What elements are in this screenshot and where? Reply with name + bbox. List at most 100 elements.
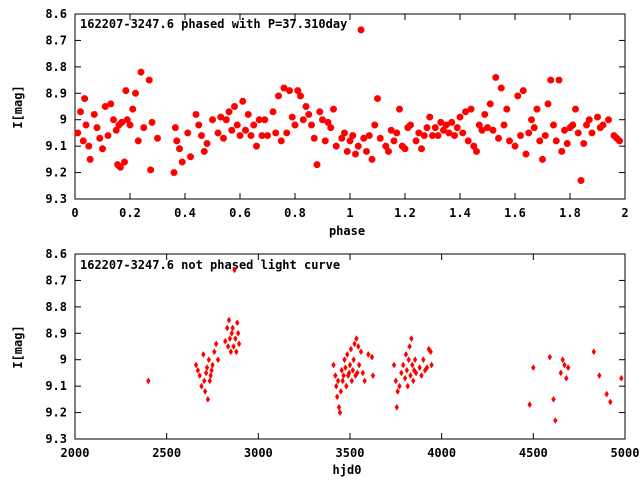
unphased-data-point (345, 350, 350, 358)
unphased-data-point (350, 366, 355, 374)
unphased-data-point (346, 369, 352, 377)
phased-data-point (283, 129, 291, 137)
phased-data-point (407, 121, 414, 129)
phased-data-point (423, 124, 431, 132)
unphased-data-point (236, 340, 242, 348)
phased-data-point (220, 134, 227, 142)
phased-data-point (599, 121, 607, 129)
phased-data-point (101, 103, 109, 110)
unphased-data-point (402, 374, 408, 382)
phased-data-point (107, 100, 115, 108)
phased-data-point (492, 74, 500, 81)
phased-data-point (544, 100, 552, 108)
phased-data-point (484, 124, 491, 132)
phased-y-axis-label: I[mag] (11, 85, 25, 128)
phased-data-point (222, 116, 230, 124)
unphased-data-point (591, 348, 597, 356)
unphased-data-point (341, 372, 346, 380)
phased-data-point (574, 129, 582, 137)
phased-data-point (440, 126, 447, 134)
phased-x-tick-label: 0 (71, 206, 78, 220)
unphased-data-point (424, 364, 430, 372)
phased-data-point (338, 134, 346, 142)
unphased-data-point (370, 372, 376, 380)
unphased-data-point (334, 382, 339, 390)
phased-data-point (434, 132, 442, 139)
unphased-data-point (404, 366, 410, 374)
phased-data-point (319, 116, 326, 124)
unphased-data-point (562, 361, 567, 369)
phased-data-point (198, 132, 205, 139)
phased-data-point (148, 119, 156, 126)
unphased-data-point (333, 372, 338, 380)
phased-data-point (244, 111, 252, 118)
phased-data-point (481, 111, 489, 118)
phased-data-point (277, 137, 285, 145)
unphased-data-point (619, 374, 624, 382)
unphased-data-point (233, 335, 238, 343)
phased-data-point (495, 134, 502, 142)
phased-data-point (154, 134, 161, 142)
phased-data-point (231, 103, 238, 110)
phased-data-point (420, 132, 428, 139)
phased-data-point (258, 132, 266, 139)
unphased-data-point (349, 377, 355, 385)
unphased-data-point (400, 361, 406, 369)
phased-data-point (291, 121, 299, 129)
unphased-y-tick-label: 9 (60, 353, 67, 367)
phased-data-point (577, 177, 585, 184)
phased-data-point (272, 129, 280, 137)
phased-data-point (316, 108, 324, 116)
phased-data-point (217, 113, 225, 121)
phased-data-point (396, 105, 403, 113)
unphased-data-point (429, 361, 434, 369)
unphased-x-tick-label: 2000 (61, 446, 90, 460)
unphased-data-point (421, 356, 426, 364)
phased-y-tick-label: 8.9 (45, 86, 67, 100)
unphased-data-point (213, 340, 219, 348)
phased-data-point (170, 169, 178, 176)
unphased-data-point (336, 403, 342, 411)
unphased-data-point (428, 348, 433, 356)
phased-data-point (519, 87, 527, 94)
phased-y-tick-label: 8.6 (45, 7, 67, 21)
phased-data-point (297, 92, 304, 100)
unphased-data-point (230, 324, 235, 332)
unphased-title: 162207-3247.6 not phased light curve (80, 258, 340, 272)
phased-data-point (349, 132, 357, 139)
phased-x-axis-label: phase (329, 224, 365, 238)
phased-data-point (561, 126, 568, 134)
phased-data-point (462, 108, 469, 116)
phased-data-point (431, 124, 439, 132)
phased-data-point (387, 126, 395, 134)
phased-data-point (305, 111, 313, 118)
phased-data-point (332, 142, 340, 150)
phased-data-point (448, 119, 456, 126)
phased-data-point (517, 132, 524, 139)
phased-data-point (302, 103, 310, 110)
phased-data-point (310, 134, 318, 142)
phased-data-point (195, 121, 203, 129)
unphased-points (146, 266, 624, 424)
phased-data-point (393, 129, 401, 137)
unphased-data-point (393, 377, 399, 385)
phased-data-point (489, 126, 497, 134)
phased-data-point (86, 155, 94, 163)
phased-data-point (192, 111, 200, 118)
unphased-data-point (205, 395, 211, 403)
phased-data-point (616, 137, 623, 145)
phased-y-tick-label: 9.2 (45, 166, 67, 180)
phased-y-tick-label: 8.7 (45, 33, 67, 47)
unphased-data-point (355, 369, 360, 377)
unphased-data-point (553, 417, 558, 424)
unphased-y-tick-label: 8.7 (45, 273, 67, 287)
unphased-data-point (229, 329, 234, 337)
phased-data-point (437, 119, 445, 126)
phased-data-point (594, 113, 601, 121)
phased-data-point (228, 126, 236, 134)
unphased-data-point (352, 340, 357, 348)
phased-data-point (467, 105, 475, 113)
phased-data-point (418, 145, 425, 153)
phased-data-point (368, 155, 376, 163)
phased-data-point (456, 113, 464, 121)
